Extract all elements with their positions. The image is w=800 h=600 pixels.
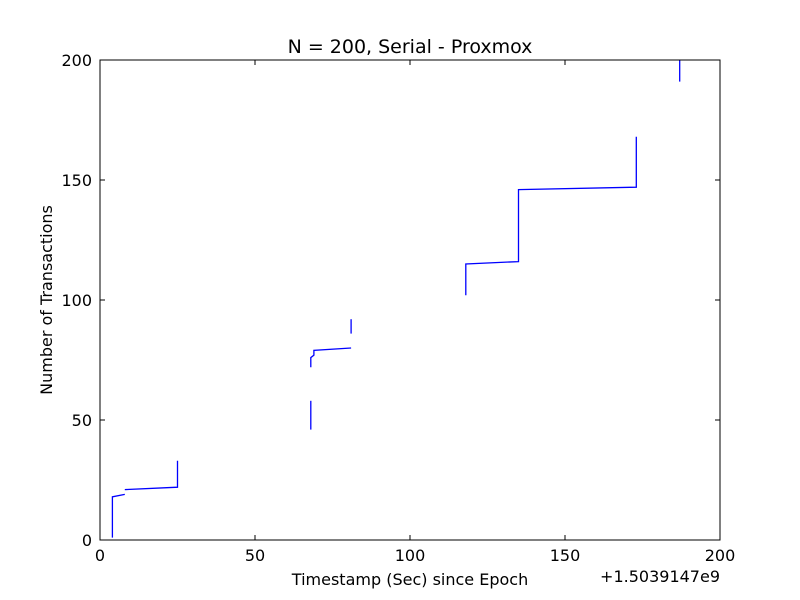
y-tick-label: 100 [61,291,92,310]
x-tick-label: 100 [395,546,426,565]
series-line-segment-2 [124,460,179,491]
series-line-segment-1 [111,493,125,538]
x-tick-label: 200 [705,546,736,565]
x-tick-label: 150 [550,546,581,565]
chart-title: N = 200, Serial - Proxmox [288,36,533,58]
series-line-segment-6 [465,136,637,296]
x-axis-offset-label: +1.5039147e9 [600,567,720,586]
y-tick-label: 50 [72,411,92,430]
y-tick-label: 0 [82,531,92,550]
y-axis-label: Number of Transactions [37,205,56,395]
y-tick-label: 150 [61,171,92,190]
y-tick-label: 200 [61,51,92,70]
x-axis-label: Timestamp (Sec) since Epoch [291,570,528,589]
x-tick-label: 0 [95,546,105,565]
plot-area [111,60,681,538]
series-line-segment-4 [310,347,352,368]
x-tick-label: 50 [245,546,265,565]
